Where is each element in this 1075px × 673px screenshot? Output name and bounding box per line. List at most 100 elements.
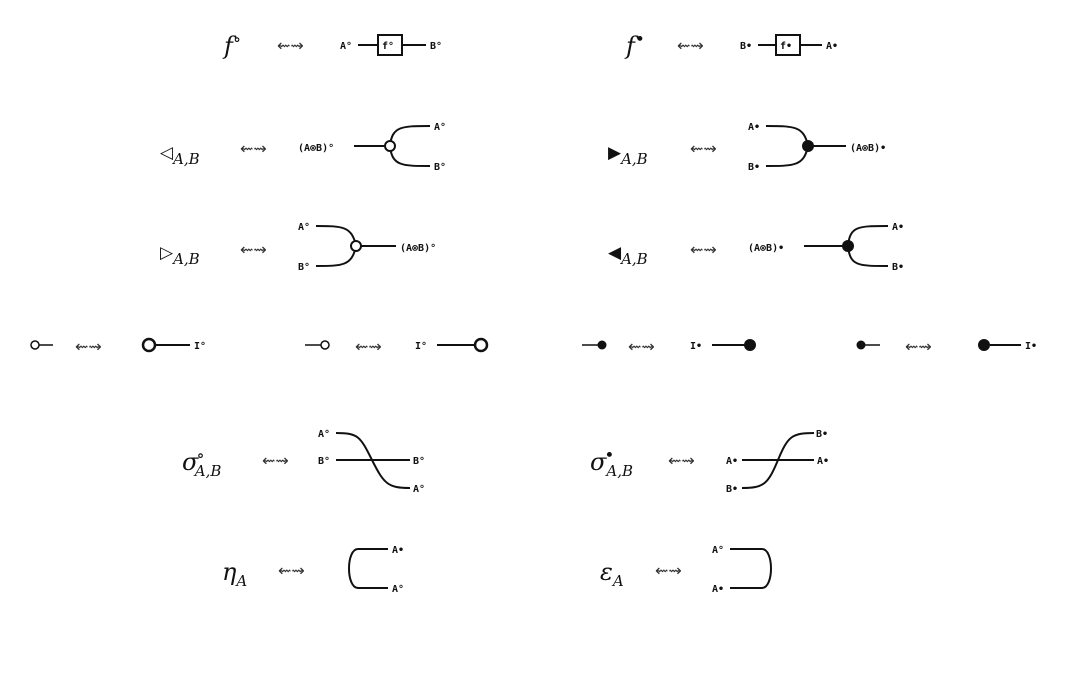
correspondence-arrow: ⇜⇝ bbox=[240, 240, 267, 259]
white-node bbox=[384, 140, 396, 152]
merge-white-left-sub: A,B bbox=[173, 149, 200, 168]
triangle-left-black: ◀ bbox=[608, 243, 622, 263]
f-black-input-label: B• bbox=[740, 41, 752, 52]
unit-black-right-diagram: I• bbox=[690, 339, 756, 352]
unit-black-left-label: I• bbox=[1025, 341, 1037, 352]
eps-base: ε bbox=[600, 558, 613, 586]
unit-white-left-symbol bbox=[30, 340, 53, 350]
merge-black-right-sub: A,B bbox=[621, 149, 648, 168]
merge-white-left-symbol: ◁A,B bbox=[160, 138, 200, 167]
sigma-white-symbol: σ∘A,B bbox=[182, 448, 221, 479]
sigma-black-symbol: σ•A,B bbox=[590, 448, 633, 479]
correspondence-arrow: ⇜⇝ bbox=[690, 240, 717, 259]
eps-top-label: A° bbox=[712, 545, 724, 556]
f-black-output-label: A• bbox=[826, 41, 838, 52]
eps-diagram: A° A• bbox=[712, 545, 772, 595]
white-node bbox=[350, 240, 362, 252]
correspondence-arrow: ⇜⇝ bbox=[278, 561, 305, 580]
unit-white-right-symbol bbox=[305, 340, 330, 350]
merge-black-right-bottom-label: B• bbox=[748, 162, 760, 173]
triangle-right-white: ▷ bbox=[160, 243, 174, 263]
merge-black-right-diagram: A• B• (A⊗B)• bbox=[748, 122, 886, 173]
f-black-diagram: B• f• A• bbox=[740, 34, 838, 56]
f-black-box-label: f• bbox=[780, 41, 792, 52]
sigma-black-diagram: B• A• A• B• bbox=[726, 429, 829, 495]
merge-black-left-symbol: ◀A,B bbox=[608, 238, 648, 267]
correspondence-arrow: ⇜⇝ bbox=[75, 337, 102, 356]
unit-black-right-symbol bbox=[582, 340, 607, 350]
merge-white-left-bottom-label: B° bbox=[434, 162, 446, 173]
f-black-mark: • bbox=[634, 30, 645, 50]
correspondence-arrow: ⇜⇝ bbox=[668, 451, 695, 470]
sigma-black-sub: A,B bbox=[606, 461, 634, 480]
merge-white-right-symbol: ▷A,B bbox=[160, 238, 200, 267]
black-node bbox=[802, 140, 814, 152]
unit-black-left-diagram: I• bbox=[978, 339, 1037, 352]
merge-black-left-sub: A,B bbox=[621, 249, 648, 268]
f-black-symbol: f• bbox=[626, 30, 645, 60]
unit-black-left-symbol bbox=[856, 340, 880, 350]
eta-sub: A bbox=[236, 571, 248, 590]
eta-diagram: A• A° bbox=[348, 545, 404, 595]
sigma-white-sub: A,B bbox=[194, 461, 222, 480]
eta-top-label: A• bbox=[392, 545, 404, 556]
sigma-black-b-in-label: B• bbox=[726, 484, 738, 495]
merge-black-right-wire-label: (A⊗B)• bbox=[850, 143, 886, 154]
sigma-white-a-out-label: A° bbox=[413, 484, 425, 495]
eps-sub: A bbox=[612, 571, 624, 590]
correspondence-arrow: ⇜⇝ bbox=[355, 337, 382, 356]
f-white-base: f bbox=[224, 32, 233, 60]
merge-black-right-top-label: A• bbox=[748, 122, 760, 133]
f-white-box-label: f° bbox=[382, 41, 394, 52]
merge-black-left-bottom-label: B• bbox=[892, 262, 904, 273]
sigma-white-b-out-label: B° bbox=[413, 456, 425, 467]
sigma-white-b-in-label: B° bbox=[318, 456, 330, 467]
unit-white-right-diagram: I° bbox=[415, 337, 489, 353]
f-white-diagram: A° f° B° bbox=[340, 34, 442, 56]
sigma-black-b-out-label: B• bbox=[816, 429, 828, 440]
unit-white-right-label: I° bbox=[415, 341, 427, 352]
merge-white-right-bottom-label: B° bbox=[298, 262, 310, 273]
triangle-right-black: ▶ bbox=[608, 143, 622, 163]
eta-symbol: ηA bbox=[222, 560, 247, 589]
merge-white-right-sub: A,B bbox=[173, 249, 200, 268]
merge-black-left-diagram: (A⊗B)• A• B• bbox=[748, 222, 904, 273]
f-white-output-label: B° bbox=[430, 41, 442, 52]
sigma-black-base: σ bbox=[590, 448, 607, 476]
correspondence-arrow: ⇜⇝ bbox=[905, 337, 932, 356]
correspondence-arrow: ⇜⇝ bbox=[677, 36, 704, 55]
triangle-left-white: ◁ bbox=[160, 143, 174, 163]
sigma-black-mark: • bbox=[604, 446, 615, 466]
black-node bbox=[842, 240, 854, 252]
f-white-input-label: A° bbox=[340, 41, 352, 52]
merge-white-right-top-label: A° bbox=[298, 222, 310, 233]
correspondence-arrow: ⇜⇝ bbox=[628, 337, 655, 356]
correspondence-arrow: ⇜⇝ bbox=[240, 139, 267, 158]
eps-bottom-label: A• bbox=[712, 584, 724, 595]
sigma-black-a-in-label: A• bbox=[726, 456, 738, 467]
f-white-symbol: f∘ bbox=[224, 30, 242, 60]
sigma-white-mark: ∘ bbox=[196, 446, 205, 466]
eta-bottom-label: A° bbox=[392, 584, 404, 595]
sigma-white-a-in-label: A° bbox=[318, 429, 330, 440]
correspondence-arrow: ⇜⇝ bbox=[277, 36, 304, 55]
unit-white-left-label: I° bbox=[194, 341, 206, 352]
f-white-mark: ∘ bbox=[232, 30, 242, 50]
sigma-white-diagram: A° B° B° A° bbox=[318, 429, 425, 495]
correspondence-arrow: ⇜⇝ bbox=[262, 451, 289, 470]
sigma-black-a-out-label: A• bbox=[817, 456, 829, 467]
merge-white-left-diagram: (A⊗B)° A° B° bbox=[298, 122, 446, 173]
merge-white-left-top-label: A° bbox=[434, 122, 446, 133]
eta-base: η bbox=[222, 558, 237, 586]
merge-white-right-wire-label: (A⊗B)° bbox=[400, 243, 436, 254]
merge-white-left-wire-label: (A⊗B)° bbox=[298, 143, 334, 154]
f-black-base: f bbox=[626, 32, 635, 60]
sigma-white-base: σ bbox=[182, 448, 199, 476]
correspondence-arrow: ⇜⇝ bbox=[690, 139, 717, 158]
correspondence-arrow: ⇜⇝ bbox=[655, 561, 682, 580]
merge-black-left-wire-label: (A⊗B)• bbox=[748, 243, 784, 254]
merge-white-right-diagram: A° B° (A⊗B)° bbox=[298, 222, 436, 273]
eps-symbol: εA bbox=[600, 560, 624, 589]
unit-black-right-label: I• bbox=[690, 341, 702, 352]
merge-black-left-top-label: A• bbox=[892, 222, 904, 233]
